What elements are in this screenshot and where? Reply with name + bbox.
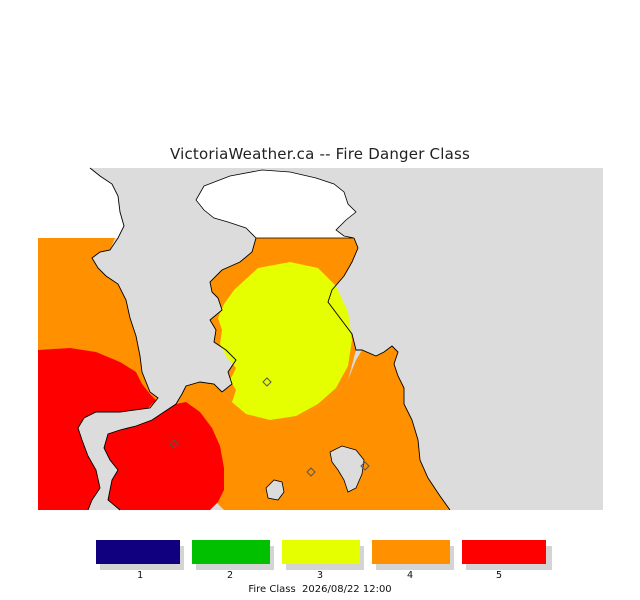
mainland-class3 xyxy=(218,262,352,420)
west-land-class5 xyxy=(38,348,156,510)
station-marker xyxy=(306,467,316,477)
legend-swatch-1 xyxy=(96,540,180,564)
northwest-land-white xyxy=(38,168,124,238)
legend-swatch-5 xyxy=(462,540,546,564)
map-title: VictoriaWeather.ca -- Fire Danger Class xyxy=(169,145,470,163)
legend-swatch-4 xyxy=(372,540,450,564)
legend-label-1: 1 xyxy=(136,570,144,581)
footer-label: Fire Class xyxy=(248,584,296,595)
legend-label-5: 5 xyxy=(495,570,503,581)
legend-swatch-3 xyxy=(282,540,360,564)
legend-label-3: 3 xyxy=(316,570,324,581)
footer-timestamp: 2026/08/22 12:00 xyxy=(302,584,392,595)
legend-swatch-2 xyxy=(192,540,270,564)
island-b xyxy=(329,445,365,493)
south-peninsula-class5 xyxy=(104,402,224,510)
station-marker xyxy=(169,439,179,449)
station-marker xyxy=(360,461,370,471)
north-land-white xyxy=(195,169,357,239)
coastlines xyxy=(77,167,451,511)
station-marker xyxy=(262,377,272,387)
legend-label-4: 4 xyxy=(406,570,414,581)
station-markers xyxy=(169,377,370,477)
legend-label-2: 2 xyxy=(226,570,234,581)
island-a xyxy=(265,479,285,501)
footer: Fire Class 2026/08/22 12:00 xyxy=(0,584,640,595)
